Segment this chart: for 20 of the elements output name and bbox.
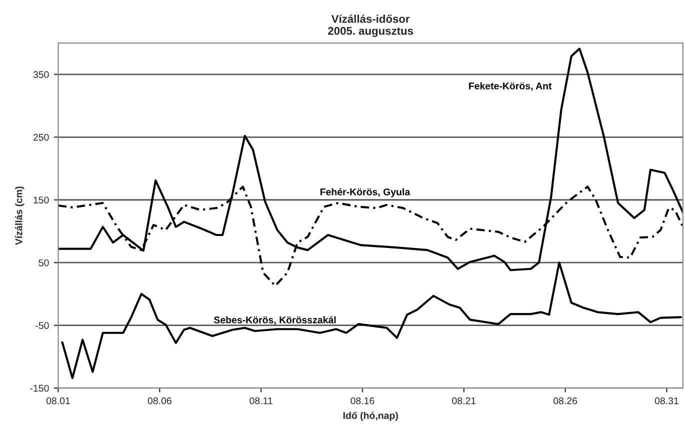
- series-label: Fekete-Körös, Ant: [469, 82, 552, 91]
- x-tick-label: 08.11: [250, 397, 272, 404]
- y-tick-label: 250: [33, 134, 49, 141]
- y-axis-title: Vízállás (cm): [15, 186, 24, 245]
- chart-title: Vízállás-idősor 2005. augusztus: [328, 14, 414, 38]
- y-tick-label: -50: [36, 322, 49, 329]
- series-label: Sebes-Körös, Körösszakál: [214, 316, 336, 325]
- line-series: [61, 262, 682, 380]
- y-tick-label: 150: [34, 196, 49, 204]
- y-tick-label: 350: [33, 71, 49, 78]
- y-tick-label: 50: [38, 259, 49, 266]
- x-tick-label: 08.01: [46, 397, 70, 404]
- x-axis-title: Idő (hó,nap): [343, 412, 398, 421]
- y-tick-label: -150: [30, 384, 49, 392]
- x-tick-label: 08.21: [452, 397, 476, 404]
- series-label: Fehér-Körös, Gyula: [320, 188, 410, 198]
- x-tick-label: 08.31: [654, 397, 678, 404]
- x-tick-label: 08.16: [350, 397, 374, 404]
- x-tick-label: 08.26: [554, 397, 578, 404]
- x-tick-label: 08.06: [148, 397, 172, 404]
